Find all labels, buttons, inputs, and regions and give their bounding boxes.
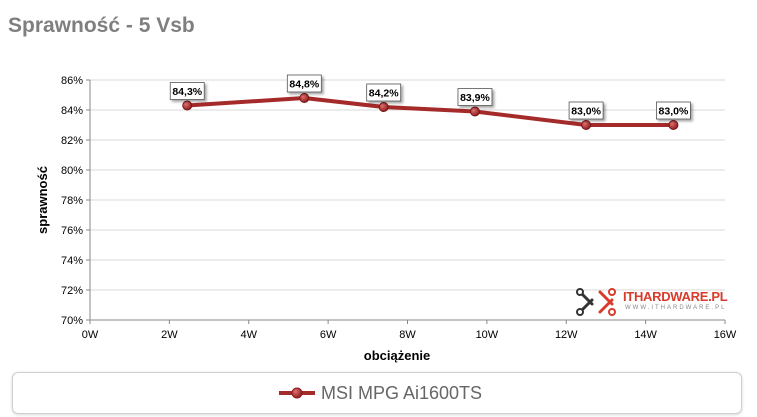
- data-label-box: [169, 82, 205, 100]
- data-label-box: [366, 83, 402, 102]
- chart-title: Sprawność - 5 Vsb: [8, 14, 195, 37]
- data-label: 83,0%: [659, 106, 689, 118]
- y-tick-label: 82%: [61, 135, 83, 147]
- data-label-box: [286, 74, 322, 93]
- x-axis-label: obciążenie: [364, 348, 430, 363]
- x-tick-label: 2W: [161, 329, 178, 341]
- logo-text: ITHARDWARE.PL: [623, 289, 728, 304]
- y-axis-label: sprawność: [35, 166, 50, 234]
- x-tick-label: 6W: [320, 329, 337, 341]
- data-point: [581, 120, 592, 130]
- series-line: [187, 96, 674, 127]
- logo-mark-icon: [576, 288, 616, 316]
- x-tick-label: 0W: [82, 329, 99, 341]
- y-tick-label: 72%: [61, 285, 83, 297]
- x-tick-label: 12W: [555, 329, 578, 341]
- legend-label: MSI MPG Ai1600TS: [321, 382, 483, 403]
- data-label-box: [656, 101, 691, 120]
- data-label: 84,8%: [289, 79, 319, 91]
- legend: MSI MPG Ai1600TS: [12, 372, 742, 414]
- y-tick-label: 80%: [61, 165, 83, 177]
- data-label: 84,3%: [172, 86, 202, 98]
- data-label: 83,0%: [571, 106, 601, 118]
- axes: 70% 72% 74% 76% 78% 80% 82% 84% 86% 0W 2W 4W 6W 8W 10W…: [61, 75, 737, 341]
- y-tick-label: 76%: [61, 225, 83, 237]
- grid: [90, 79, 725, 291]
- x-tick-label: 8W: [399, 329, 416, 341]
- x-tick-label: 4W: [241, 329, 258, 341]
- series-group: [182, 93, 679, 130]
- y-tick-label: 84%: [61, 105, 83, 117]
- data-label-box: [568, 101, 604, 120]
- legend-item: MSI MPG Ai1600TS: [277, 381, 482, 405]
- data-label: 83,9%: [460, 92, 490, 104]
- data-point: [668, 120, 679, 130]
- data-point: [469, 106, 480, 117]
- x-tick-label: 10W: [476, 329, 499, 341]
- y-tick-label: 74%: [61, 255, 83, 267]
- data-point: [378, 102, 389, 112]
- logo-subtext: WWW.ITHARDWARE.PL: [625, 305, 727, 311]
- ithardware-logo: ITHARDWARE.PL WWW.ITHARDWARE.PL: [575, 287, 728, 317]
- x-tick-label: 14W: [634, 329, 657, 341]
- y-tick-label: 78%: [61, 195, 83, 207]
- data-labels: 84,3% 84,8% 84,2% 83,9% 83,0% 83,0%: [169, 74, 691, 120]
- data-point: [182, 100, 193, 111]
- data-label: 84,2%: [369, 88, 399, 100]
- y-tick-label: 70%: [61, 315, 83, 327]
- data-label-box: [457, 88, 493, 106]
- x-tick-label: 16W: [714, 329, 737, 341]
- data-point: [299, 93, 310, 103]
- legend-line-marker-icon: [279, 387, 315, 399]
- y-tick-label: 86%: [61, 75, 83, 87]
